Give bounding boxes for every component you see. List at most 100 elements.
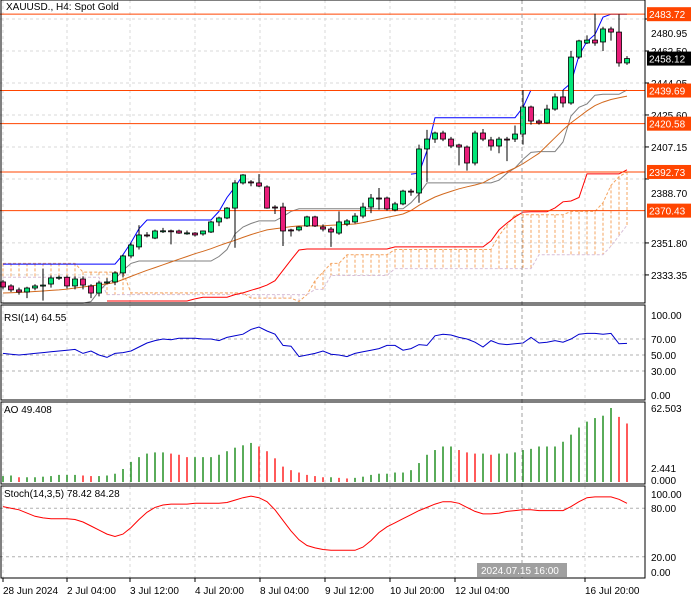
candle bbox=[296, 226, 302, 231]
price-axis-label: 2388.70 bbox=[651, 189, 688, 200]
candle bbox=[24, 287, 30, 293]
rsi-axis-label: 100.00 bbox=[651, 311, 682, 322]
stoch-axis-label: 0.00 bbox=[651, 568, 671, 579]
candle bbox=[256, 182, 262, 187]
candle bbox=[272, 206, 278, 209]
candle bbox=[216, 217, 222, 223]
time-axis-label: 9 Jul 12:00 bbox=[325, 586, 374, 597]
candle bbox=[552, 96, 558, 110]
candle bbox=[344, 220, 350, 225]
panel-border bbox=[0, 401, 646, 485]
stoch-axis-label: 80.00 bbox=[651, 504, 676, 515]
candle bbox=[208, 221, 214, 233]
candle bbox=[576, 40, 582, 58]
candle bbox=[104, 281, 110, 284]
candle bbox=[88, 285, 94, 294]
rsi-axis-label: 50.00 bbox=[651, 351, 676, 362]
stoch-title: Stoch(14,3,5) 78.42 84.28 bbox=[4, 489, 120, 500]
level-label: 2420.58 bbox=[649, 120, 686, 131]
candle bbox=[136, 234, 142, 248]
candle bbox=[592, 39, 598, 44]
candle bbox=[392, 203, 398, 211]
candle bbox=[224, 207, 230, 219]
candle bbox=[368, 197, 374, 208]
candle bbox=[376, 197, 382, 200]
candle bbox=[400, 190, 406, 205]
level-label: 2483.72 bbox=[649, 10, 686, 21]
candle bbox=[64, 276, 70, 287]
candle bbox=[320, 226, 326, 230]
candle bbox=[280, 206, 286, 232]
level-label: 2370.43 bbox=[649, 207, 686, 218]
candle bbox=[584, 39, 590, 44]
time-axis-label: 8 Jul 04:00 bbox=[260, 586, 309, 597]
candle bbox=[496, 138, 502, 147]
panel-border bbox=[0, 485, 646, 579]
time-axis-label: 28 Jun 2024 bbox=[3, 586, 58, 597]
candle bbox=[568, 56, 574, 104]
ao-axis-label: 62.503 bbox=[651, 404, 682, 415]
price-axis-label: 2480.95 bbox=[651, 29, 688, 40]
candle bbox=[456, 144, 462, 148]
candle bbox=[168, 230, 174, 233]
ao-axis-label: 0.000 bbox=[651, 476, 676, 487]
candle bbox=[120, 255, 126, 274]
candle bbox=[312, 216, 318, 227]
overlay-line-3 bbox=[107, 169, 628, 302]
price-axis-label: 2351.80 bbox=[651, 239, 688, 250]
candle bbox=[16, 289, 22, 293]
candle bbox=[384, 197, 390, 210]
candle bbox=[520, 106, 526, 135]
candle bbox=[152, 230, 158, 239]
stoch-line bbox=[2, 495, 628, 551]
candle bbox=[472, 132, 478, 164]
candle bbox=[504, 138, 510, 141]
candle bbox=[464, 146, 470, 164]
candle bbox=[360, 206, 366, 217]
candle bbox=[328, 228, 334, 233]
main-title: XAUUSD., H4: Spot Gold bbox=[6, 2, 119, 13]
stoch-axis-label: 100.00 bbox=[651, 490, 682, 501]
candle bbox=[8, 285, 14, 291]
candle bbox=[304, 216, 310, 227]
candle bbox=[608, 28, 614, 33]
price-axis-label: 2333.35 bbox=[651, 271, 688, 282]
time-axis-label: 10 Jul 20:00 bbox=[390, 586, 445, 597]
candle bbox=[408, 190, 414, 193]
candle bbox=[32, 285, 38, 289]
candle bbox=[248, 181, 254, 184]
candle bbox=[240, 174, 246, 184]
candle bbox=[352, 215, 358, 223]
candle bbox=[128, 244, 134, 257]
panel-border bbox=[0, 304, 646, 401]
stoch-axis-label: 20.00 bbox=[651, 553, 676, 564]
candle bbox=[432, 132, 438, 140]
time-axis-label: 3 Jul 12:00 bbox=[130, 586, 179, 597]
candle bbox=[48, 277, 54, 285]
candle bbox=[448, 138, 454, 147]
rsi-title: RSI(14) 64.55 bbox=[4, 313, 67, 324]
candle bbox=[416, 148, 422, 194]
candle bbox=[440, 132, 446, 140]
candle bbox=[192, 232, 198, 236]
candle bbox=[200, 230, 206, 235]
candle bbox=[184, 232, 190, 235]
candle bbox=[288, 229, 294, 232]
rsi-axis-label: 0.00 bbox=[651, 391, 671, 402]
candle bbox=[488, 139, 494, 147]
candle bbox=[480, 132, 486, 140]
candle bbox=[232, 182, 238, 209]
candle bbox=[544, 108, 550, 124]
candle bbox=[176, 230, 182, 234]
price-axis-label: 2425.60 bbox=[651, 111, 688, 122]
crosshair-time-label: 2024.07.15 16:00 bbox=[481, 566, 559, 577]
candle bbox=[112, 272, 118, 283]
time-axis-label: 16 Jul 20:00 bbox=[585, 586, 640, 597]
candle bbox=[72, 278, 78, 287]
candle bbox=[600, 28, 606, 43]
cloud-span-a bbox=[3, 171, 628, 303]
ao-title: AO 49.408 bbox=[4, 405, 52, 416]
candle bbox=[336, 221, 342, 234]
level-label-box bbox=[647, 164, 691, 179]
